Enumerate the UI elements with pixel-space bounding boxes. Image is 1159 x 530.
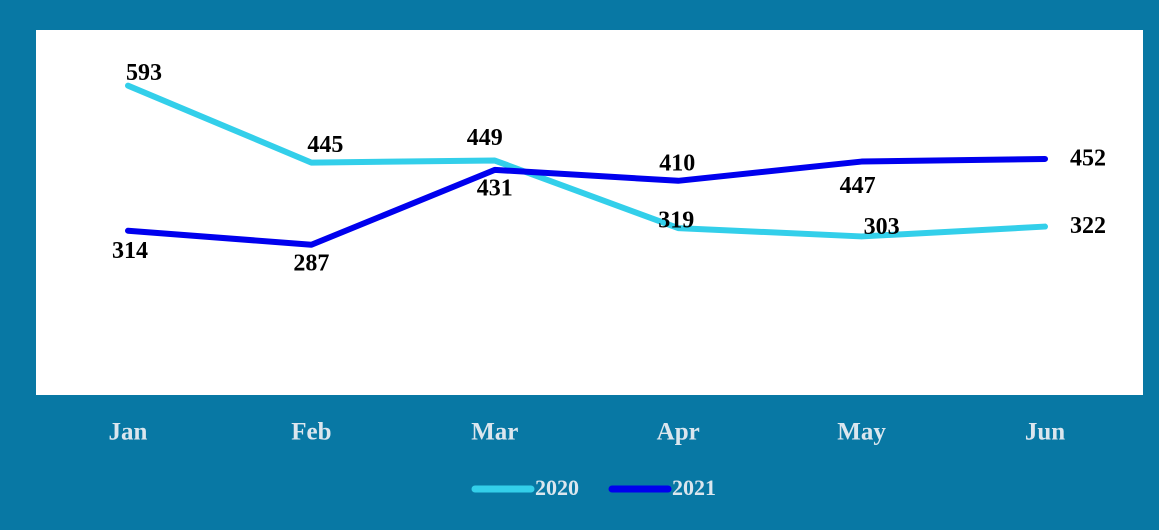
series-line	[125, 82, 1048, 240]
data-label: 287	[293, 250, 329, 276]
plot-area	[36, 30, 1143, 395]
legend-label: 2021	[672, 475, 716, 500]
data-label: 303	[864, 214, 900, 240]
x-tick-label: Jun	[1025, 419, 1065, 446]
data-label: 410	[659, 150, 695, 176]
series-line	[125, 155, 1048, 248]
x-tick-label: Mar	[471, 419, 518, 446]
legend-label: 2020	[535, 475, 579, 500]
x-tick-label: Feb	[291, 419, 331, 446]
data-label: 431	[477, 175, 513, 201]
data-label: 319	[658, 208, 694, 234]
data-label: 593	[126, 60, 162, 86]
data-label: 447	[840, 173, 876, 199]
data-label: 449	[467, 125, 503, 151]
data-label: 445	[307, 132, 343, 158]
x-tick-label: Apr	[657, 419, 700, 446]
data-label: 322	[1070, 213, 1106, 239]
data-label: 314	[112, 238, 148, 264]
x-tick-label: May	[837, 419, 886, 446]
x-tick-label: Jan	[109, 419, 148, 446]
data-label: 452	[1070, 145, 1106, 171]
